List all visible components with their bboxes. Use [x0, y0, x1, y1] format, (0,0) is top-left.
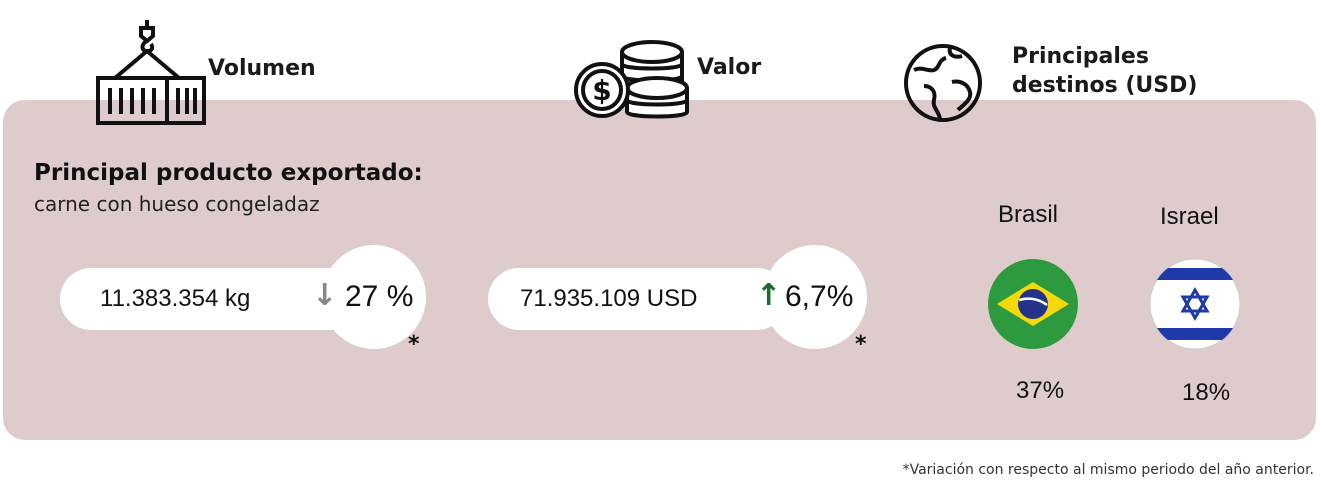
product-name: carne con hueso congeladaz [34, 192, 320, 216]
value-amount: 71.935.109 USD [520, 285, 698, 312]
destination-share: 37% [1016, 377, 1065, 404]
value-heading: Valor [697, 55, 762, 80]
svg-text:$: $ [592, 74, 611, 107]
product-label: Principal producto exportado: [34, 160, 423, 186]
value-pill [488, 268, 788, 330]
value-change: 6,7% [785, 280, 854, 313]
arrow-up-icon: ↑ [756, 278, 782, 313]
value-change-circle [763, 245, 867, 349]
brazil-flag-icon [988, 259, 1078, 349]
volume-heading: Volumen [208, 56, 316, 81]
coins-icon: $ [574, 40, 689, 119]
destination-share: 18% [1182, 379, 1231, 406]
volume-amount: 11.383.354 kg [100, 285, 251, 312]
footnote: *Variación con respecto al mismo periodo… [902, 462, 1314, 478]
destination-country: Brasil [998, 201, 1059, 228]
volume-change-circle [322, 245, 426, 349]
container-crane-icon [96, 20, 206, 125]
destination-country: Israel [1160, 203, 1219, 230]
volume-note-marker: * [408, 332, 420, 357]
volume-change: 27 % [345, 280, 414, 313]
israel-flag-icon [1149, 258, 1241, 350]
arrow-down-icon: ↓ [312, 278, 338, 313]
volume-pill [60, 268, 360, 330]
value-note-marker: * [855, 332, 867, 357]
globe-icon [904, 44, 982, 122]
destinations-heading: Principales destinos (USD) [1012, 44, 1198, 98]
